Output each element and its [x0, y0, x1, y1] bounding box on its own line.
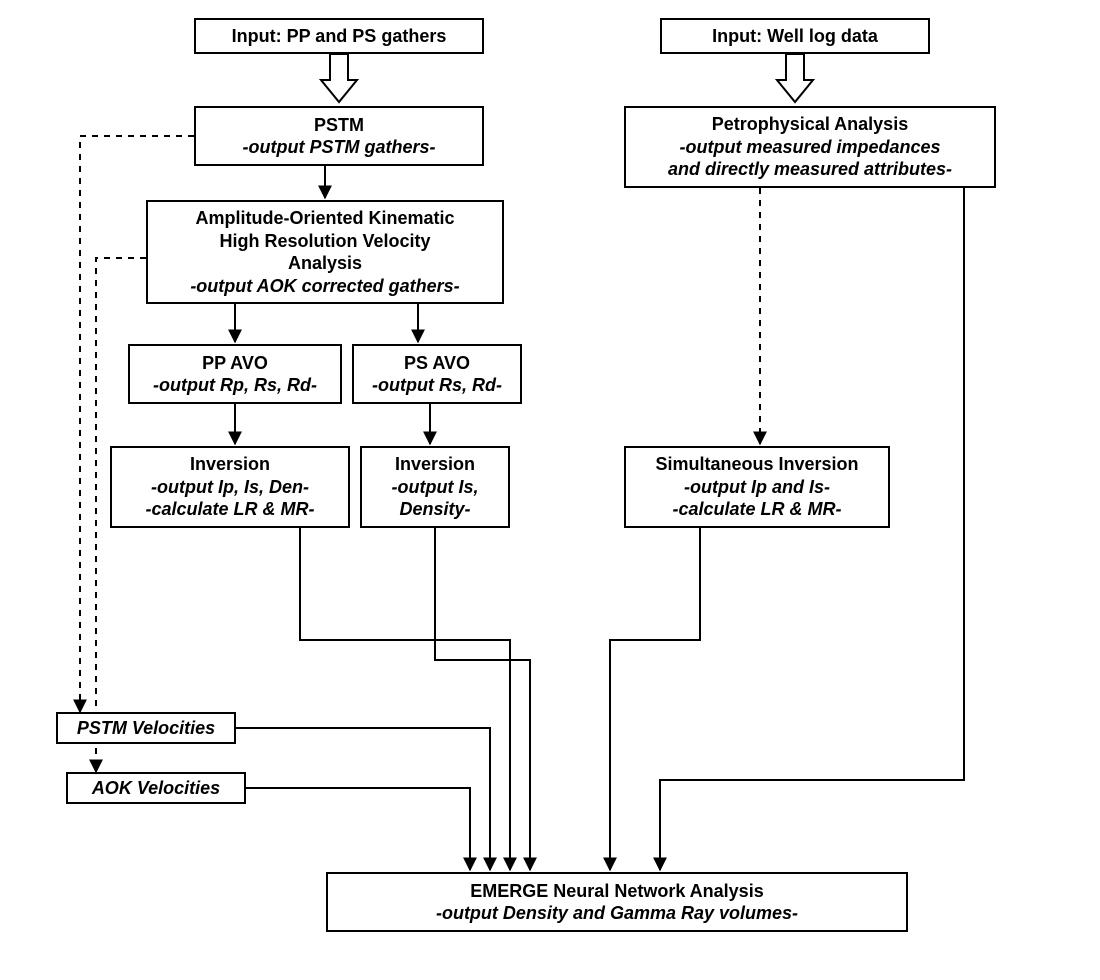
- node-emerge-title: EMERGE Neural Network Analysis: [470, 880, 763, 903]
- route-aokvel_h: [246, 788, 470, 870]
- node-emerge-sub: -output Density and Gamma Ray volumes-: [436, 902, 798, 925]
- node-aok-title: Amplitude-Oriented Kinematic: [195, 207, 454, 230]
- route-inv1_to_emerge: [300, 528, 510, 870]
- node-inv2: Inversion-output Is,Density-: [360, 446, 510, 528]
- node-inv1-sub: -output Ip, Is, Den-: [151, 476, 309, 499]
- node-in_well: Input: Well log data: [660, 18, 930, 54]
- node-pstm: PSTM-output PSTM gathers-: [194, 106, 484, 166]
- node-petro: Petrophysical Analysis-output measured i…: [624, 106, 996, 188]
- node-aok: Amplitude-Oriented KinematicHigh Resolut…: [146, 200, 504, 304]
- node-aokvel-sub: AOK Velocities: [92, 777, 220, 800]
- node-inv2-sub: -output Is,: [392, 476, 479, 499]
- node-emerge: EMERGE Neural Network Analysis-output De…: [326, 872, 908, 932]
- node-aok-title: Analysis: [288, 252, 362, 275]
- node-inv1-title: Inversion: [190, 453, 270, 476]
- arrow-in_pp_to_pstm_big: [321, 54, 357, 102]
- node-aok-sub: -output AOK corrected gathers-: [190, 275, 459, 298]
- node-ppavo: PP AVO-output Rp, Rs, Rd-: [128, 344, 342, 404]
- node-petro-sub: and directly measured attributes-: [668, 158, 952, 181]
- node-in_pp: Input: PP and PS gathers: [194, 18, 484, 54]
- node-psavo-sub: -output Rs, Rd-: [372, 374, 502, 397]
- node-inv2-title: Inversion: [395, 453, 475, 476]
- node-aokvel: AOK Velocities: [66, 772, 246, 804]
- flowchart-canvas: Input: PP and PS gathers Input: Well log …: [0, 0, 1100, 980]
- node-in_pp-title: Input: PP and PS gathers: [232, 25, 447, 48]
- node-siminv-sub: -calculate LR & MR-: [672, 498, 841, 521]
- node-pstm-sub: -output PSTM gathers-: [243, 136, 436, 159]
- node-pstmvel-sub: PSTM Velocities: [77, 717, 215, 740]
- node-in_well-title: Input: Well log data: [712, 25, 878, 48]
- node-pstmvel: PSTM Velocities: [56, 712, 236, 744]
- node-ppavo-sub: -output Rp, Rs, Rd-: [153, 374, 317, 397]
- node-petro-title: Petrophysical Analysis: [712, 113, 908, 136]
- node-aok-title: High Resolution Velocity: [219, 230, 430, 253]
- route-siminv_to_emerge: [610, 528, 700, 870]
- route-pstmvel_h: [236, 728, 490, 870]
- node-psavo-title: PS AVO: [404, 352, 470, 375]
- node-petro-sub: -output measured impedances: [679, 136, 940, 159]
- route-inv2_to_emerge: [435, 528, 530, 870]
- node-siminv: Simultaneous Inversion-output Ip and Is-…: [624, 446, 890, 528]
- route-petro_to_emerge: [660, 188, 964, 870]
- node-pstm-title: PSTM: [314, 114, 364, 137]
- node-siminv-sub: -output Ip and Is-: [684, 476, 830, 499]
- node-siminv-title: Simultaneous Inversion: [655, 453, 858, 476]
- node-psavo: PS AVO-output Rs, Rd-: [352, 344, 522, 404]
- node-inv2-sub: Density-: [399, 498, 470, 521]
- node-ppavo-title: PP AVO: [202, 352, 268, 375]
- arrow-in_well_to_petro_big: [777, 54, 813, 102]
- node-inv1: Inversion-output Ip, Is, Den--calculate …: [110, 446, 350, 528]
- node-inv1-sub: -calculate LR & MR-: [145, 498, 314, 521]
